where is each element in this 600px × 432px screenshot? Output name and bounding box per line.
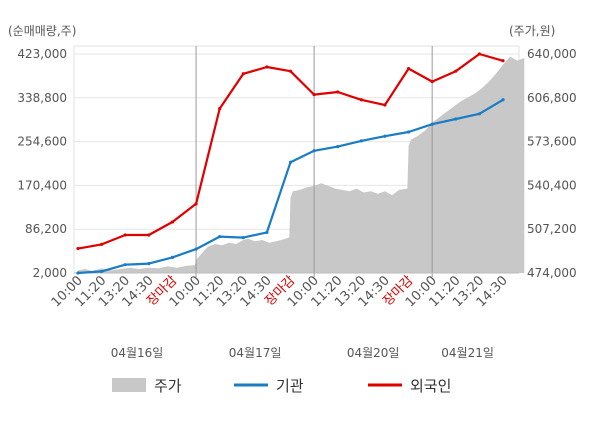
series-point-기관: [170, 255, 175, 259]
series-point-외국인: [76, 246, 80, 251]
series-point-기관: [123, 263, 127, 267]
series-point-외국인: [312, 92, 316, 97]
legend-label: 주가: [154, 377, 182, 395]
series-point-외국인: [241, 72, 245, 76]
series-point-기관: [194, 247, 198, 251]
left-axis-tick-label: 423,000: [17, 47, 67, 61]
series-point-외국인: [383, 103, 387, 107]
right-axis-tick-label: 507,200: [527, 222, 577, 236]
series-point-외국인: [501, 59, 505, 63]
date-label: 04월21일: [441, 346, 494, 360]
left-axis-tick-label: 86,200: [25, 222, 67, 236]
series-point-외국인: [359, 98, 363, 102]
right-axis-tick-label: 474,000: [527, 266, 577, 280]
series-point-기관: [312, 149, 316, 153]
legend-label: 기관: [276, 377, 304, 395]
series-point-기관: [501, 98, 505, 102]
right-axis-unit: (주가,원): [509, 24, 555, 38]
series-point-외국인: [170, 220, 175, 224]
left-axis-unit: (순매매량,주): [8, 24, 76, 38]
series-point-기관: [359, 139, 363, 143]
right-axis-tick-label: 640,000: [527, 47, 577, 61]
right-axis-tick-label: 540,400: [527, 178, 577, 192]
date-label: 04월17일: [229, 346, 282, 360]
series-point-외국인: [265, 65, 269, 69]
series-point-기관: [336, 144, 340, 149]
right-axis-tick-label: 573,600: [527, 135, 577, 149]
left-axis-tick-label: 338,800: [17, 91, 67, 105]
right-axis-tick-label: 606,800: [527, 91, 577, 105]
date-label: 04월16일: [111, 346, 164, 360]
series-point-기관: [241, 236, 245, 240]
legend-label: 외국인: [410, 377, 451, 395]
series-point-외국인: [336, 90, 340, 94]
series-point-외국인: [100, 242, 104, 246]
series-point-외국인: [147, 233, 151, 237]
series-point-외국인: [194, 202, 198, 206]
series-point-기관: [454, 117, 458, 121]
legend-swatch-area: [112, 378, 146, 392]
date-label: 04월20일: [347, 346, 400, 360]
series-point-외국인: [477, 52, 481, 56]
series-area-stock-price: [78, 56, 525, 273]
series-point-외국인: [123, 233, 127, 237]
series-point-외국인: [454, 69, 458, 73]
series-point-기관: [430, 122, 434, 126]
left-axis-tick-label: 254,600: [17, 135, 67, 149]
series-point-기관: [288, 160, 293, 164]
series-point-외국인: [406, 66, 411, 71]
series-point-기관: [477, 112, 481, 116]
series-point-기관: [265, 230, 269, 235]
series-point-기관: [383, 134, 387, 138]
left-axis-tick-label: 2,000: [33, 266, 67, 280]
series-point-외국인: [430, 79, 434, 84]
series-point-기관: [218, 234, 222, 239]
series-point-외국인: [218, 107, 222, 111]
series-point-기관: [147, 262, 151, 266]
series-point-기관: [406, 130, 411, 134]
series-point-기관: [100, 269, 104, 274]
left-axis-tick-label: 170,400: [17, 178, 67, 192]
series-point-기관: [76, 271, 80, 275]
series-point-외국인: [288, 69, 293, 73]
